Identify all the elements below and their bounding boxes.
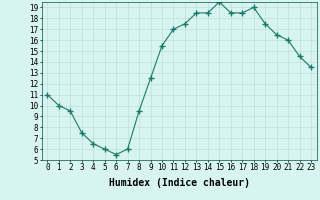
X-axis label: Humidex (Indice chaleur): Humidex (Indice chaleur) [109, 178, 250, 188]
